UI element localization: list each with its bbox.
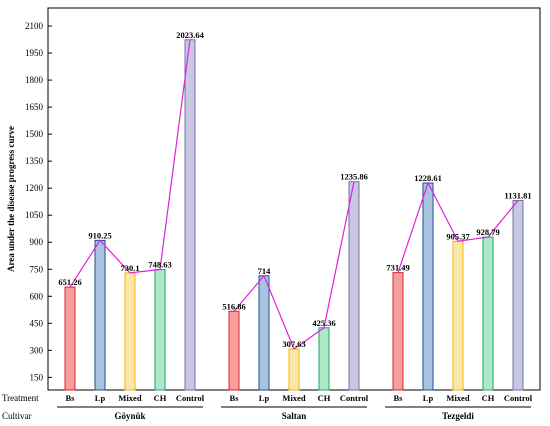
trend-line-göynük xyxy=(69,39,191,288)
data-label: 307.63 xyxy=(282,339,305,349)
treatment-label: Mixed xyxy=(446,393,469,403)
trend-lines xyxy=(69,39,519,350)
treatment-label: Control xyxy=(340,393,369,403)
data-label: 651.26 xyxy=(58,277,81,287)
treatment-label: Bs xyxy=(230,393,240,403)
data-label: 928.79 xyxy=(476,227,499,237)
treatment-label: CH xyxy=(482,393,495,403)
data-label: 714 xyxy=(258,266,272,276)
y-tick-label: 1050 xyxy=(25,210,44,220)
bar-tezgeldi-control xyxy=(512,199,524,391)
y-tick-label: 1800 xyxy=(25,75,44,85)
treatment-label: Control xyxy=(504,393,533,403)
y-tick-label: 2100 xyxy=(25,21,44,31)
y-tick-label: 1650 xyxy=(25,102,44,112)
treatment-label: Control xyxy=(176,393,205,403)
treatment-label: Lp xyxy=(95,393,106,403)
bar-göynük-mixed xyxy=(124,272,136,391)
y-tick-label: 300 xyxy=(30,345,44,355)
data-label: 905.37 xyxy=(446,231,470,241)
bar-göynük-control xyxy=(184,39,196,391)
bar-göynük-ch xyxy=(154,269,166,391)
y-tick-label: 150 xyxy=(30,372,44,382)
y-tick-label: 1350 xyxy=(25,156,44,166)
bars xyxy=(64,39,524,391)
bar-tezgeldi-mixed xyxy=(452,240,464,391)
data-label: 748.63 xyxy=(148,260,171,270)
data-label: 730.1 xyxy=(120,263,139,273)
treatment-label: CH xyxy=(154,393,167,403)
trend-line-saltan xyxy=(233,181,355,350)
y-tick-label: 1500 xyxy=(25,129,44,139)
data-label: 425.36 xyxy=(312,318,335,328)
data-label: 516.86 xyxy=(222,301,245,311)
y-axis-title: Area under the disease progress curve xyxy=(6,126,16,272)
y-tick-label: 1200 xyxy=(25,183,44,193)
y-tick-label: 900 xyxy=(30,237,44,247)
bar-göynük-bs xyxy=(64,286,76,391)
trend-line-tezgeldi xyxy=(397,181,519,273)
treatment-label: Mixed xyxy=(282,393,305,403)
bar-tezgeldi-lp xyxy=(422,182,434,391)
bar-saltan-bs xyxy=(228,310,240,391)
y-tick-label: 1950 xyxy=(25,48,44,58)
treatment-label: Lp xyxy=(423,393,434,403)
data-label: 1228.61 xyxy=(414,173,442,183)
bar-saltan-control xyxy=(348,181,360,391)
treatment-label: Bs xyxy=(66,393,76,403)
bar-göynük-lp xyxy=(94,239,106,391)
cultivar-row-label: Cultivar xyxy=(2,411,32,421)
bar-tezgeldi-ch xyxy=(482,236,494,391)
data-labels: 651.26 910.25 730.1 748.63 2023.64 516.86 714 3… xyxy=(58,30,531,349)
category-labels: Treatment Cultivar Bs Lp Mixed CH Control Göynü… xyxy=(2,393,533,421)
data-label: 1131.81 xyxy=(504,190,531,200)
cultivar-label: Göynük xyxy=(114,411,145,421)
bar-saltan-ch xyxy=(318,327,330,391)
data-label: 1235.86 xyxy=(340,172,368,182)
treatment-row-label: Treatment xyxy=(2,393,39,403)
data-label: 2023.64 xyxy=(176,30,204,40)
cultivar-label: Tezgeldi xyxy=(442,411,474,421)
cultivar-label: Saltan xyxy=(282,411,307,421)
treatment-label: Mixed xyxy=(118,393,141,403)
bar-saltan-lp xyxy=(258,275,270,391)
plot-frame xyxy=(47,7,541,391)
y-tick-label: 750 xyxy=(30,264,44,274)
treatment-label: CH xyxy=(318,393,331,403)
treatment-label: Bs xyxy=(394,393,404,403)
treatment-label: Lp xyxy=(259,393,270,403)
y-tick-label: 600 xyxy=(30,291,44,301)
data-label: 910.25 xyxy=(88,230,111,240)
data-label: 731.49 xyxy=(386,263,409,273)
y-tick-label: 450 xyxy=(30,318,44,328)
bar-saltan-mixed xyxy=(288,348,300,391)
bar-tezgeldi-bs xyxy=(392,272,404,391)
